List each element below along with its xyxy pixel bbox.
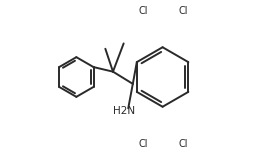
Text: Cl: Cl xyxy=(179,139,188,149)
Text: Cl: Cl xyxy=(139,6,148,16)
Text: Cl: Cl xyxy=(179,6,188,16)
Text: H2N: H2N xyxy=(112,106,135,116)
Text: Cl: Cl xyxy=(139,139,148,149)
